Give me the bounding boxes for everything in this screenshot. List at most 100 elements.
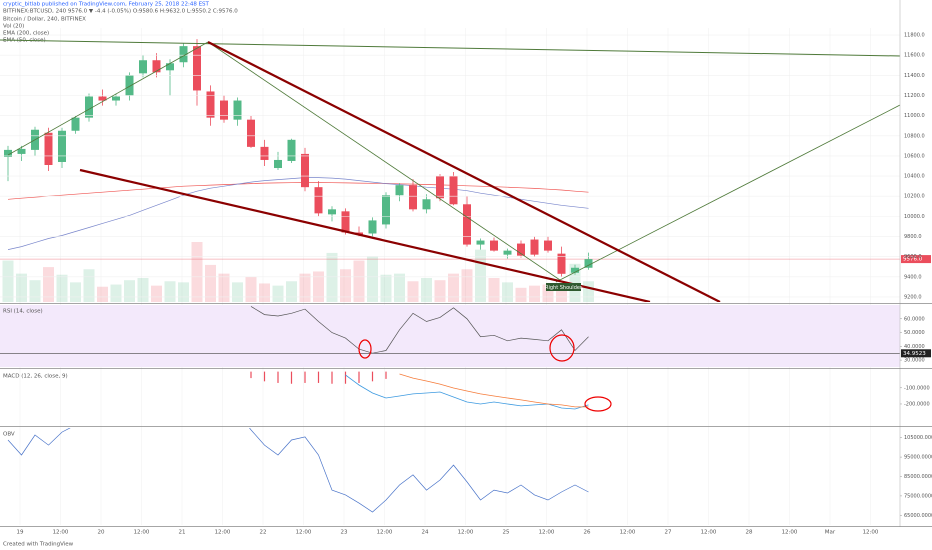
volume-bar <box>56 274 68 302</box>
x-tick-label: 12:00 <box>53 530 69 536</box>
candle-body <box>341 211 350 233</box>
volume-bar <box>313 271 324 302</box>
x-tick-label: 12:00 <box>215 530 231 536</box>
histogram-bar <box>344 371 347 384</box>
x-tick-label: 12:00 <box>782 530 798 536</box>
axes: 19 12:00 20 12:00 21 12:00 22 12:00 23 12:00 24 12:… <box>0 0 932 536</box>
volume-bar <box>205 264 216 302</box>
series-line <box>7 177 589 250</box>
candle-body <box>382 195 390 225</box>
histogram-bar <box>317 371 320 383</box>
histogram-bar <box>263 371 266 382</box>
pane <box>0 34 900 302</box>
y-tick-label: 10400.0 <box>904 174 925 180</box>
candle-body <box>368 220 377 234</box>
candle-body <box>395 185 404 196</box>
pane <box>7 428 589 513</box>
x-tick-label: Mar <box>825 530 836 536</box>
candle-body <box>463 204 471 245</box>
volume-bar <box>556 286 567 302</box>
y-tick-label: 9400.0 <box>904 274 922 280</box>
candle-body <box>233 100 242 120</box>
legend-entry: EMA (200, close) <box>3 31 49 37</box>
trend-line <box>0 39 900 57</box>
candle-body <box>85 96 93 118</box>
volume-bar <box>124 280 135 302</box>
volume-bar <box>421 278 432 302</box>
x-tick-label: 12:00 <box>296 530 312 536</box>
highlight-ellipse <box>358 339 372 359</box>
candle-body <box>247 119 255 147</box>
candle-body <box>436 176 444 199</box>
y-tick-label: 11400.0 <box>904 73 925 79</box>
volume-bar <box>502 282 513 302</box>
candle-body <box>112 96 120 101</box>
volume-bar <box>340 269 351 302</box>
volume-bar <box>218 273 230 302</box>
x-tick-label: 28 <box>746 530 753 536</box>
y-tick-label: 75000.0000 <box>904 493 932 499</box>
y-tick-label: 9200.0 <box>904 294 922 300</box>
candle-body <box>517 243 525 256</box>
x-tick-label: 12:00 <box>539 530 555 536</box>
last-price-label: 9576.0 <box>903 257 923 263</box>
candle-body <box>544 240 552 251</box>
footer: Created with TradingView <box>3 542 74 548</box>
volume-bar <box>2 260 14 302</box>
pane <box>0 305 900 367</box>
candle-body <box>571 267 579 273</box>
highlights <box>358 334 612 412</box>
candle-body <box>274 159 282 169</box>
drawings: Right Shoulder <box>0 39 900 302</box>
series-line <box>7 428 589 513</box>
volume-bar <box>394 273 405 302</box>
last-price-box <box>901 255 931 264</box>
histogram-bar <box>290 371 293 384</box>
y-tick-label: 10600.0 <box>904 153 925 159</box>
volume-bar <box>583 281 594 302</box>
volume-bar <box>232 282 243 302</box>
y-tick-label: 10000.0 <box>904 214 925 220</box>
y-tick-label: -200.0000 <box>904 401 930 407</box>
volume-bar <box>178 282 189 302</box>
x-tick-label: 27 <box>665 530 672 536</box>
y-tick-label: 30.0000 <box>904 358 925 364</box>
pane-title: MACD (12, 26, close, 9) <box>3 374 68 380</box>
volume-bar <box>245 276 257 302</box>
candle-body <box>179 46 188 63</box>
annotation-box <box>546 283 581 291</box>
y-tick-label: 9600.0 <box>904 254 922 260</box>
x-tick-label: 23 <box>341 530 348 536</box>
x-tick-label: 21 <box>179 530 186 536</box>
volume-bar <box>407 281 419 302</box>
candle-body <box>287 139 296 161</box>
candle-body <box>490 240 498 251</box>
author-line: cryptic_bitlab published on TradingView.… <box>3 2 210 8</box>
volume-bar <box>475 249 486 302</box>
volume-bar <box>286 281 297 302</box>
x-tick-label: 20 <box>98 530 105 536</box>
volume-bar <box>380 274 392 302</box>
chart-title: Bitcoin / Dollar, 240, BITFINEX <box>3 17 86 23</box>
volume-bar <box>569 263 581 302</box>
x-tick-label: 12:00 <box>701 530 717 536</box>
volume-bar <box>542 284 554 302</box>
annotation: Right Shoulder <box>545 285 583 291</box>
y-tick-label: 85000.0000 <box>904 474 932 480</box>
volume-bar <box>529 285 540 302</box>
volume-bar <box>83 269 95 302</box>
y-tick-label: 11000.0 <box>904 113 925 119</box>
candle-body <box>557 253 566 274</box>
candle-body <box>530 239 539 255</box>
plot-area <box>0 28 900 525</box>
series-line <box>399 373 589 408</box>
x-tick-label: 12:00 <box>458 530 474 536</box>
volume-bar <box>110 284 122 302</box>
histogram-bar <box>304 371 306 383</box>
y-tick-label: 40.0000 <box>904 344 925 350</box>
volume-bar <box>70 282 81 302</box>
volume-bar <box>488 278 500 302</box>
candle-body <box>152 60 161 73</box>
level-box <box>901 349 931 358</box>
